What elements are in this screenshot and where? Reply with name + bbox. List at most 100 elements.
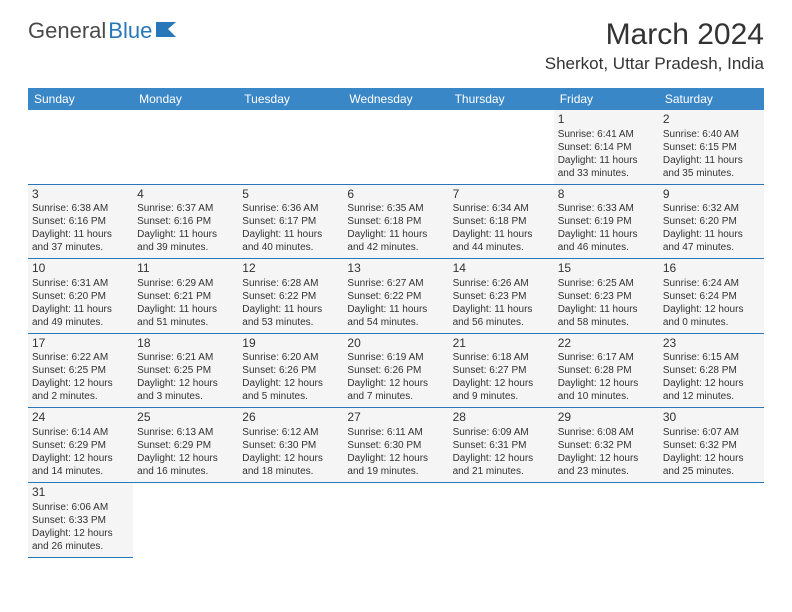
sunset-text: Sunset: 6:23 PM — [558, 290, 655, 303]
calendar-cell: 7Sunrise: 6:34 AMSunset: 6:18 PMDaylight… — [449, 184, 554, 259]
day-number: 5 — [242, 187, 339, 203]
sunrise-text: Sunrise: 6:31 AM — [32, 277, 129, 290]
daylight-text: Daylight: 11 hours and 42 minutes. — [347, 228, 444, 254]
day-number: 6 — [347, 187, 444, 203]
day-number: 4 — [137, 187, 234, 203]
day-number: 27 — [347, 410, 444, 426]
day-number: 3 — [32, 187, 129, 203]
page-header: GeneralBlue March 2024 Sherkot, Uttar Pr… — [0, 0, 792, 78]
daylight-text: Daylight: 12 hours and 16 minutes. — [137, 452, 234, 478]
sunset-text: Sunset: 6:24 PM — [663, 290, 760, 303]
calendar-cell: 2Sunrise: 6:40 AMSunset: 6:15 PMDaylight… — [659, 110, 764, 184]
day-number: 14 — [453, 261, 550, 277]
sunrise-text: Sunrise: 6:24 AM — [663, 277, 760, 290]
daylight-text: Daylight: 11 hours and 56 minutes. — [453, 303, 550, 329]
day-number: 20 — [347, 336, 444, 352]
month-title: March 2024 — [545, 18, 764, 52]
col-wednesday: Wednesday — [343, 88, 448, 110]
calendar-week-row: 1Sunrise: 6:41 AMSunset: 6:14 PMDaylight… — [28, 110, 764, 184]
calendar-cell — [449, 110, 554, 184]
sunset-text: Sunset: 6:14 PM — [558, 141, 655, 154]
sunrise-text: Sunrise: 6:07 AM — [663, 426, 760, 439]
daylight-text: Daylight: 11 hours and 39 minutes. — [137, 228, 234, 254]
sunset-text: Sunset: 6:15 PM — [663, 141, 760, 154]
day-number: 16 — [663, 261, 760, 277]
sunrise-text: Sunrise: 6:18 AM — [453, 351, 550, 364]
calendar-cell: 10Sunrise: 6:31 AMSunset: 6:20 PMDayligh… — [28, 259, 133, 334]
sunrise-text: Sunrise: 6:15 AM — [663, 351, 760, 364]
sunset-text: Sunset: 6:22 PM — [242, 290, 339, 303]
sunset-text: Sunset: 6:27 PM — [453, 364, 550, 377]
calendar-cell: 31Sunrise: 6:06 AMSunset: 6:33 PMDayligh… — [28, 482, 133, 557]
sunrise-text: Sunrise: 6:41 AM — [558, 128, 655, 141]
sunset-text: Sunset: 6:28 PM — [558, 364, 655, 377]
calendar-cell: 23Sunrise: 6:15 AMSunset: 6:28 PMDayligh… — [659, 333, 764, 408]
sunset-text: Sunset: 6:20 PM — [32, 290, 129, 303]
col-tuesday: Tuesday — [238, 88, 343, 110]
sunrise-text: Sunrise: 6:22 AM — [32, 351, 129, 364]
calendar-week-row: 31Sunrise: 6:06 AMSunset: 6:33 PMDayligh… — [28, 482, 764, 557]
day-number: 1 — [558, 112, 655, 128]
sunrise-text: Sunrise: 6:19 AM — [347, 351, 444, 364]
location-text: Sherkot, Uttar Pradesh, India — [545, 54, 764, 74]
sunrise-text: Sunrise: 6:35 AM — [347, 202, 444, 215]
day-number: 7 — [453, 187, 550, 203]
calendar-cell: 28Sunrise: 6:09 AMSunset: 6:31 PMDayligh… — [449, 408, 554, 483]
calendar-cell: 12Sunrise: 6:28 AMSunset: 6:22 PMDayligh… — [238, 259, 343, 334]
daylight-text: Daylight: 12 hours and 9 minutes. — [453, 377, 550, 403]
calendar-week-row: 3Sunrise: 6:38 AMSunset: 6:16 PMDaylight… — [28, 184, 764, 259]
daylight-text: Daylight: 11 hours and 33 minutes. — [558, 154, 655, 180]
sunrise-text: Sunrise: 6:36 AM — [242, 202, 339, 215]
day-number: 28 — [453, 410, 550, 426]
day-number: 9 — [663, 187, 760, 203]
sunrise-text: Sunrise: 6:25 AM — [558, 277, 655, 290]
calendar-cell: 25Sunrise: 6:13 AMSunset: 6:29 PMDayligh… — [133, 408, 238, 483]
daylight-text: Daylight: 12 hours and 26 minutes. — [32, 527, 129, 553]
daylight-text: Daylight: 12 hours and 3 minutes. — [137, 377, 234, 403]
daylight-text: Daylight: 11 hours and 35 minutes. — [663, 154, 760, 180]
day-number: 29 — [558, 410, 655, 426]
sunrise-text: Sunrise: 6:38 AM — [32, 202, 129, 215]
sunrise-text: Sunrise: 6:12 AM — [242, 426, 339, 439]
sunrise-text: Sunrise: 6:14 AM — [32, 426, 129, 439]
sunset-text: Sunset: 6:26 PM — [347, 364, 444, 377]
day-number: 24 — [32, 410, 129, 426]
daylight-text: Daylight: 12 hours and 18 minutes. — [242, 452, 339, 478]
calendar-week-row: 10Sunrise: 6:31 AMSunset: 6:20 PMDayligh… — [28, 259, 764, 334]
sunset-text: Sunset: 6:16 PM — [137, 215, 234, 228]
day-number: 30 — [663, 410, 760, 426]
sunset-text: Sunset: 6:19 PM — [558, 215, 655, 228]
daylight-text: Daylight: 11 hours and 47 minutes. — [663, 228, 760, 254]
sunset-text: Sunset: 6:26 PM — [242, 364, 339, 377]
calendar-cell: 17Sunrise: 6:22 AMSunset: 6:25 PMDayligh… — [28, 333, 133, 408]
daylight-text: Daylight: 12 hours and 12 minutes. — [663, 377, 760, 403]
calendar-cell — [659, 482, 764, 557]
calendar-cell: 6Sunrise: 6:35 AMSunset: 6:18 PMDaylight… — [343, 184, 448, 259]
calendar-cell: 22Sunrise: 6:17 AMSunset: 6:28 PMDayligh… — [554, 333, 659, 408]
calendar-cell — [133, 110, 238, 184]
sunrise-text: Sunrise: 6:20 AM — [242, 351, 339, 364]
daylight-text: Daylight: 12 hours and 7 minutes. — [347, 377, 444, 403]
calendar-table: Sunday Monday Tuesday Wednesday Thursday… — [28, 88, 764, 558]
calendar-cell — [449, 482, 554, 557]
calendar-cell: 27Sunrise: 6:11 AMSunset: 6:30 PMDayligh… — [343, 408, 448, 483]
sunset-text: Sunset: 6:25 PM — [137, 364, 234, 377]
sunset-text: Sunset: 6:32 PM — [558, 439, 655, 452]
day-number: 15 — [558, 261, 655, 277]
sunrise-text: Sunrise: 6:13 AM — [137, 426, 234, 439]
day-number: 25 — [137, 410, 234, 426]
logo-text-blue: Blue — [108, 18, 152, 44]
sunrise-text: Sunrise: 6:27 AM — [347, 277, 444, 290]
sunrise-text: Sunrise: 6:33 AM — [558, 202, 655, 215]
calendar-cell: 26Sunrise: 6:12 AMSunset: 6:30 PMDayligh… — [238, 408, 343, 483]
day-number: 18 — [137, 336, 234, 352]
daylight-text: Daylight: 11 hours and 54 minutes. — [347, 303, 444, 329]
col-friday: Friday — [554, 88, 659, 110]
day-number: 12 — [242, 261, 339, 277]
calendar-cell: 16Sunrise: 6:24 AMSunset: 6:24 PMDayligh… — [659, 259, 764, 334]
calendar-cell: 18Sunrise: 6:21 AMSunset: 6:25 PMDayligh… — [133, 333, 238, 408]
sunset-text: Sunset: 6:29 PM — [137, 439, 234, 452]
calendar-header-row: Sunday Monday Tuesday Wednesday Thursday… — [28, 88, 764, 110]
calendar-cell: 29Sunrise: 6:08 AMSunset: 6:32 PMDayligh… — [554, 408, 659, 483]
sunset-text: Sunset: 6:28 PM — [663, 364, 760, 377]
